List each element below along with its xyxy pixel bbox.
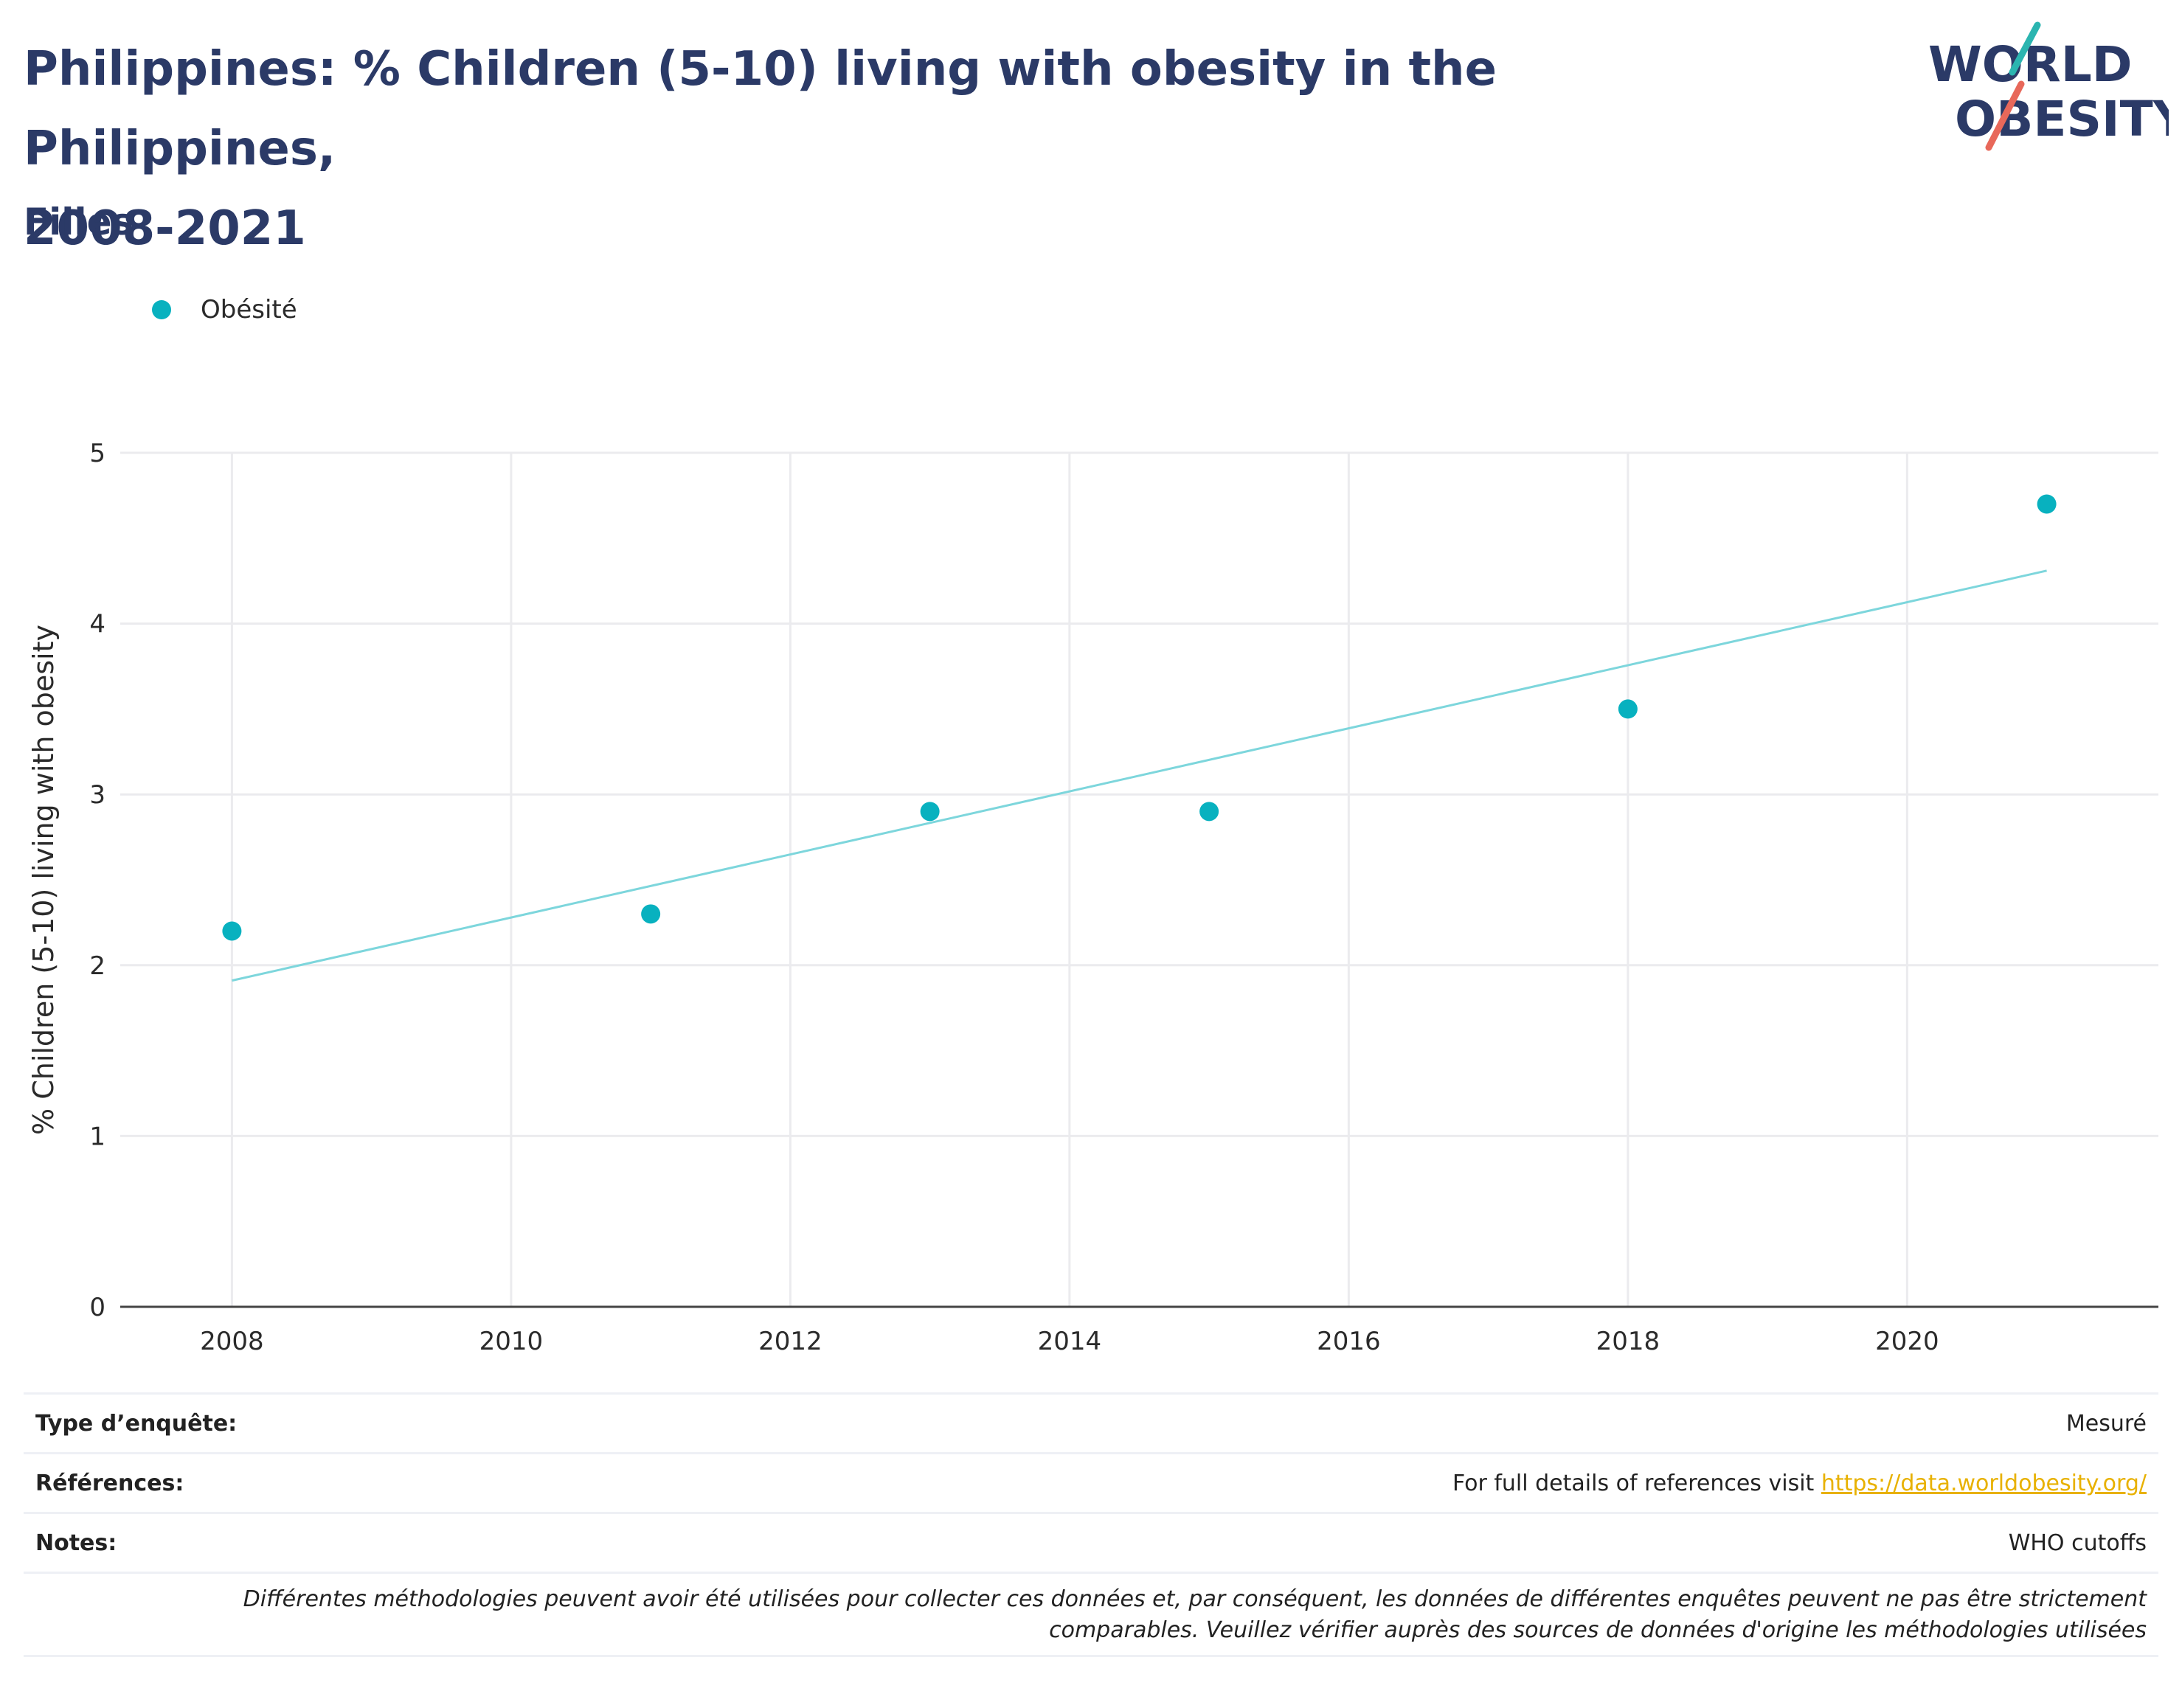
notes-value: WHO cutoffs bbox=[2008, 1530, 2147, 1556]
data-point bbox=[641, 904, 661, 924]
y-tick-label: 2 bbox=[89, 951, 105, 981]
footer-row-references: Références: For full details of referenc… bbox=[24, 1452, 2158, 1512]
disclaimer-line-2: comparables. Veuillez vérifier auprès de… bbox=[1049, 1617, 2147, 1643]
data-point bbox=[2037, 494, 2057, 514]
world-obesity-logo: WORLD OBESITY bbox=[1928, 21, 2169, 151]
y-tick-label: 4 bbox=[89, 610, 105, 639]
x-tick-label: 2020 bbox=[1875, 1327, 1939, 1356]
methodology-disclaimer: Différentes méthodologies peuvent avoir … bbox=[24, 1572, 2158, 1657]
chart-legend: Obésité bbox=[152, 295, 297, 324]
x-tick-label: 2008 bbox=[200, 1327, 264, 1356]
notes-label: Notes: bbox=[35, 1530, 117, 1556]
legend-label-obesity: Obésité bbox=[201, 295, 297, 324]
x-tick-label: 2016 bbox=[1317, 1327, 1381, 1356]
chart-footer: Type d’enquête: Mesuré Références: For f… bbox=[24, 1392, 2158, 1657]
disclaimer-line-1: Différentes méthodologies peuvent avoir … bbox=[243, 1586, 2147, 1612]
y-axis-title: % Children (5-10) living with obesity bbox=[27, 625, 60, 1135]
x-tick-label: 2010 bbox=[479, 1327, 544, 1356]
title-line-2: 2008-2021 bbox=[24, 201, 306, 256]
x-tick-label: 2014 bbox=[1038, 1327, 1102, 1356]
survey-type-label: Type d’enquête: bbox=[35, 1410, 238, 1437]
legend-marker-obesity bbox=[152, 300, 171, 319]
page-subtitle: Filles bbox=[24, 201, 134, 243]
data-point bbox=[1618, 699, 1638, 719]
scatter-chart: 0 1 2 3 4 5 2008 2010 2012 2014 2016 2018 2020 % Chil… bbox=[27, 439, 2158, 1356]
y-tick-label: 5 bbox=[89, 439, 105, 468]
logo-slash-red bbox=[1985, 80, 2025, 151]
logo-slash-teal bbox=[2009, 21, 2041, 76]
trend-line bbox=[232, 569, 2047, 982]
references-value: For full details of references visit htt… bbox=[1452, 1471, 2147, 1496]
data-point bbox=[920, 802, 940, 822]
page-title: Philippines: % Children (5-10) living wi… bbox=[24, 29, 1823, 268]
footer-row-survey-type: Type d’enquête: Mesuré bbox=[24, 1392, 2158, 1452]
title-line-1: Philippines: % Children (5-10) living wi… bbox=[24, 42, 1497, 176]
footer-row-notes: Notes: WHO cutoffs bbox=[24, 1512, 2158, 1572]
logo-text-obesity: OBESITY bbox=[1955, 91, 2169, 147]
survey-type-value: Mesuré bbox=[2065, 1410, 2147, 1437]
y-tick-label: 3 bbox=[89, 780, 105, 810]
references-text: For full details of references visit bbox=[1452, 1470, 1821, 1496]
x-tick-label: 2018 bbox=[1596, 1327, 1660, 1356]
y-tick-label: 0 bbox=[89, 1293, 105, 1322]
references-label: Références: bbox=[35, 1470, 184, 1496]
references-link[interactable]: https://data.worldobesity.org/ bbox=[1821, 1470, 2147, 1496]
data-point bbox=[1199, 802, 1219, 822]
data-point bbox=[222, 921, 242, 941]
y-tick-label: 1 bbox=[89, 1122, 105, 1151]
x-tick-label: 2012 bbox=[758, 1327, 822, 1356]
